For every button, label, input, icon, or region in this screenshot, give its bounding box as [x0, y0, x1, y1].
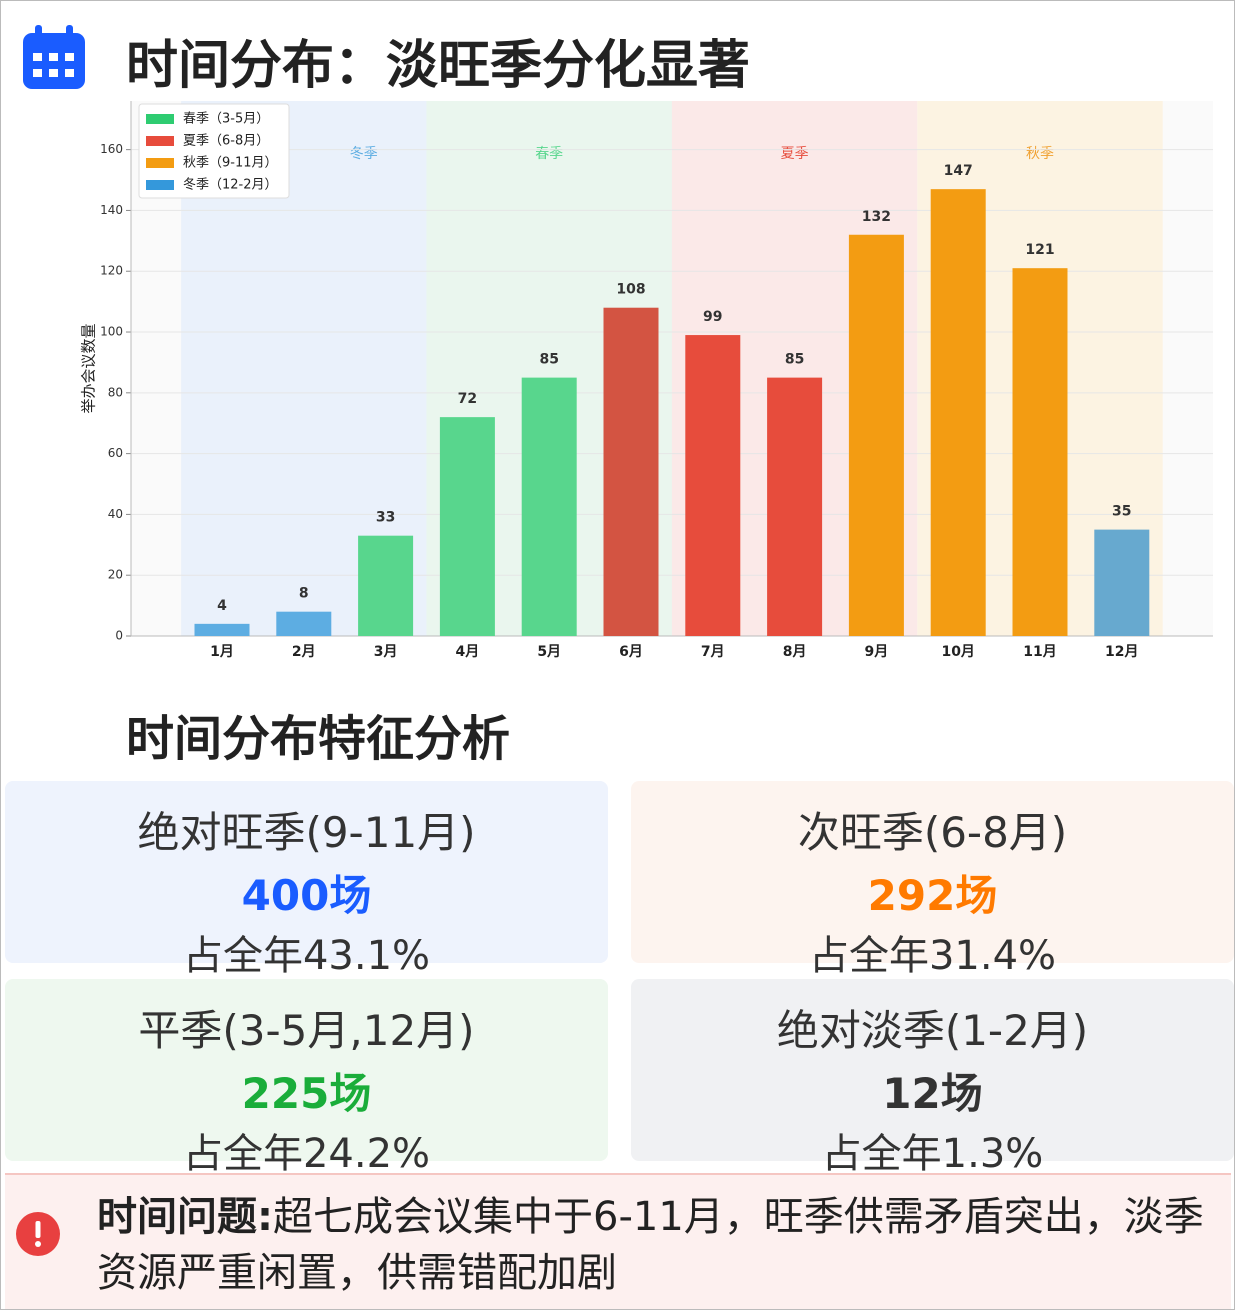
x-tick-label: 4月	[456, 644, 480, 660]
legend-label: 春季（3-5月）	[183, 112, 269, 127]
x-tick-label: 5月	[537, 644, 561, 660]
bar	[439, 417, 495, 636]
legend-swatch	[146, 114, 174, 124]
card-count: 292场	[867, 871, 998, 920]
y-tick-label: 40	[108, 507, 123, 521]
x-tick-label: 10月	[941, 644, 974, 660]
y-tick-label: 100	[100, 325, 123, 339]
section-title: 时间分布特征分析	[126, 711, 511, 767]
bar	[276, 611, 332, 636]
x-tick-label: 1月	[210, 644, 234, 660]
card-title: 次旺季(6-8月)	[797, 808, 1068, 857]
bar	[358, 535, 414, 636]
data-label: 147	[944, 163, 973, 179]
chart: 冬季 春季 夏季 秋季 0 20 40 60 80 100 120 140 160 举办会议数量 1月 4 2月…	[80, 101, 1213, 660]
data-label: 72	[458, 391, 477, 407]
y-axis-label: 举办会议数量	[80, 323, 98, 413]
x-tick-label: 9月	[865, 644, 889, 660]
bar	[521, 377, 577, 636]
y-tick-label: 140	[100, 203, 123, 217]
season-label: 夏季	[781, 146, 809, 162]
season-label: 冬季	[350, 146, 378, 162]
y-tick-label: 0	[115, 629, 123, 643]
alert-text: 时间问题:超七成会议集中于6-11月，旺季供需矛盾突出，淡季资源严重闲置，供需错…	[97, 1189, 1227, 1301]
x-tick-label: 6月	[619, 644, 643, 660]
stat-card: 绝对淡季(1-2月) 12场占全年1.3%	[631, 979, 1234, 1177]
x-tick-label: 7月	[701, 644, 725, 660]
alert-label: 时间问题:	[97, 1194, 273, 1240]
data-label: 108	[616, 282, 645, 298]
legend-swatch	[146, 136, 174, 146]
bar	[930, 189, 986, 636]
data-label: 121	[1025, 242, 1054, 258]
alert: 时间问题:超七成会议集中于6-11月，旺季供需矛盾突出，淡季资源严重闲置，供需错…	[5, 1173, 1231, 1309]
stat-card: 平季(3-5月,12月) 225场占全年24.2%	[5, 979, 608, 1177]
x-tick-label: 3月	[374, 644, 398, 660]
legend-label: 秋季（9-11月）	[183, 156, 278, 171]
card-share: 占全年24.2%	[182, 1131, 431, 1177]
card-title: 平季(3-5月,12月)	[138, 1006, 475, 1055]
bar	[194, 623, 250, 636]
card-share: 占全年43.1%	[182, 933, 431, 979]
card-share: 占全年31.4%	[808, 933, 1057, 979]
bar	[767, 377, 823, 636]
legend-label: 夏季（6-8月）	[183, 134, 269, 149]
data-label: 4	[217, 598, 227, 614]
y-tick-label: 120	[100, 264, 123, 278]
x-tick-label: 2月	[292, 644, 316, 660]
legend-swatch	[146, 158, 174, 168]
card-count: 225场	[241, 1069, 372, 1118]
stat-card: 次旺季(6-8月) 292场占全年31.4%	[631, 781, 1234, 979]
bar	[1012, 268, 1068, 636]
card-count: 400场	[241, 871, 372, 920]
y-tick-label: 20	[108, 568, 123, 582]
y-tick-label: 160	[100, 142, 123, 156]
bar	[685, 335, 741, 636]
season-label: 春季	[535, 146, 563, 162]
data-label: 132	[862, 209, 891, 225]
page-title: 时间分布：淡旺季分化显著	[126, 36, 751, 96]
season-label: 秋季	[1026, 146, 1054, 162]
legend-swatch	[146, 180, 174, 190]
alert-body: 超七成会议集中于6-11月，旺季供需矛盾突出，淡季资源严重闲置，供需错配加剧	[97, 1194, 1204, 1296]
card-title: 绝对旺季(9-11月)	[137, 808, 476, 857]
card-title: 绝对淡季(1-2月)	[776, 1006, 1089, 1055]
y-tick-label: 80	[108, 385, 123, 399]
data-label: 99	[703, 309, 722, 325]
y-tick-label: 60	[108, 446, 123, 460]
card-count: 12场	[882, 1069, 983, 1118]
legend-label: 冬季（12-2月）	[183, 177, 278, 193]
x-tick-label: 8月	[783, 644, 807, 660]
data-label: 35	[1112, 504, 1131, 520]
calendar-icon	[23, 25, 85, 89]
x-tick-label: 11月	[1023, 644, 1056, 660]
alert-icon	[16, 1212, 60, 1256]
data-label: 8	[299, 586, 309, 602]
bar	[1094, 529, 1150, 636]
card-share: 占全年1.3%	[821, 1131, 1044, 1177]
x-tick-label: 12月	[1105, 644, 1138, 660]
stat-card: 绝对旺季(9-11月) 400场占全年43.1%	[5, 781, 608, 979]
data-label: 85	[785, 352, 804, 368]
data-label: 85	[539, 352, 558, 368]
legend-box	[138, 103, 290, 199]
bar	[603, 307, 659, 636]
data-label: 33	[376, 510, 395, 526]
bar	[848, 234, 904, 636]
